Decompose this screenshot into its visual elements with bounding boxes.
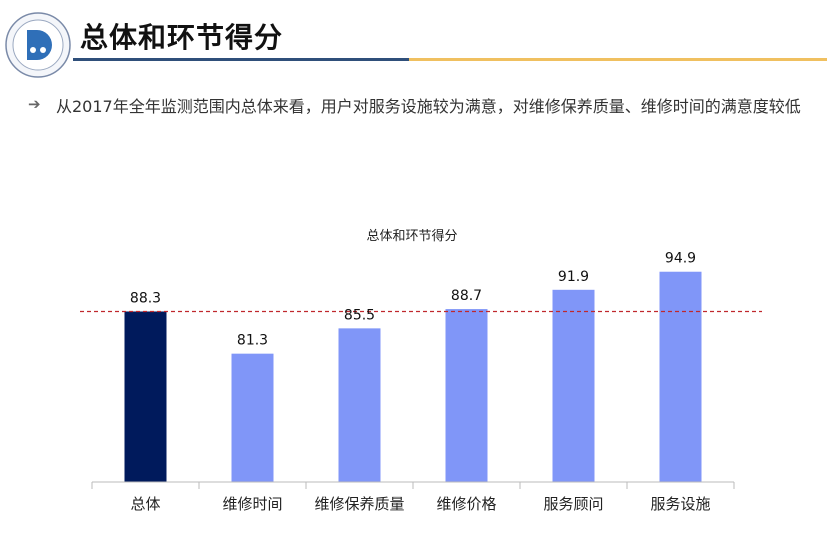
data-label: 91.9 (558, 269, 589, 285)
x-tick-label: 维修时间 (222, 495, 282, 513)
x-tick-label: 服务设施 (650, 495, 710, 513)
data-label: 81.3 (237, 333, 268, 349)
data-label: 85.5 (344, 307, 375, 323)
bar-2 (338, 328, 381, 482)
bar-1 (231, 353, 274, 482)
page-title: 总体和环节得分 (80, 21, 284, 54)
x-tick-label: 维修保养质量 (314, 495, 404, 513)
data-label: 94.9 (665, 251, 696, 267)
chart-title: 总体和环节得分 (366, 228, 457, 244)
data-label: 88.3 (130, 290, 161, 306)
x-tick-label: 维修价格 (436, 495, 496, 513)
data-label: 88.7 (451, 288, 482, 304)
x-tick-label: 服务顾问 (543, 495, 603, 513)
accent-line (409, 58, 827, 61)
bar-4 (552, 289, 595, 482)
summary-text: 从2017年全年监测范围内总体来看，用户对服务设施较为满意，对维修保养质量、维修… (56, 97, 801, 116)
bar-5 (659, 271, 702, 482)
bar-0 (124, 311, 167, 482)
bar-3 (445, 309, 488, 482)
logo (5, 12, 71, 78)
x-tick-label: 总体 (130, 495, 160, 513)
title-underline (73, 58, 409, 61)
arrow-right-icon: ➔ (28, 95, 41, 113)
